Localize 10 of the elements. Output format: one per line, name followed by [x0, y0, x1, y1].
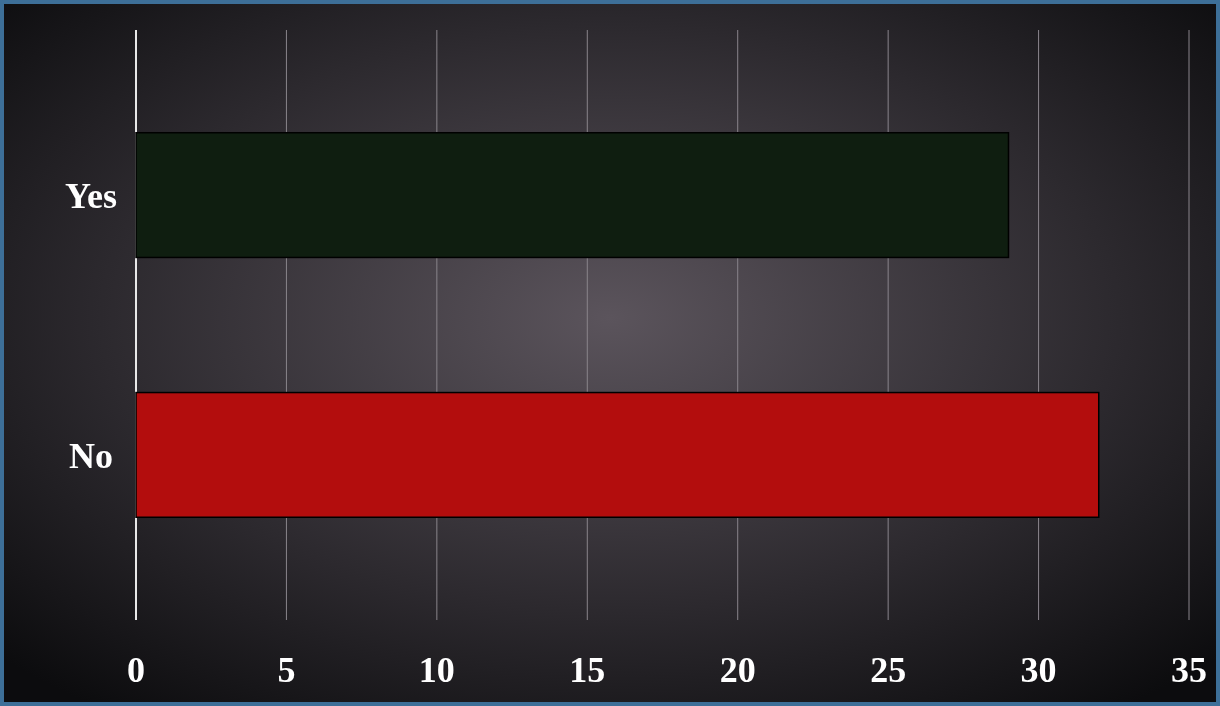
x-tick-label: 35 — [1171, 650, 1207, 690]
x-tick-label: 10 — [418, 650, 455, 690]
y-tick-label: No — [69, 435, 113, 476]
x-tick-label: 25 — [870, 650, 907, 690]
x-tick-label: 0 — [127, 650, 145, 690]
x-tick-label: 30 — [1020, 650, 1057, 690]
x-tick-label: 15 — [569, 650, 606, 690]
x-tick-label: 20 — [719, 650, 756, 690]
x-tick-label: 5 — [277, 650, 296, 690]
y-tick-label: Yes — [65, 175, 117, 216]
